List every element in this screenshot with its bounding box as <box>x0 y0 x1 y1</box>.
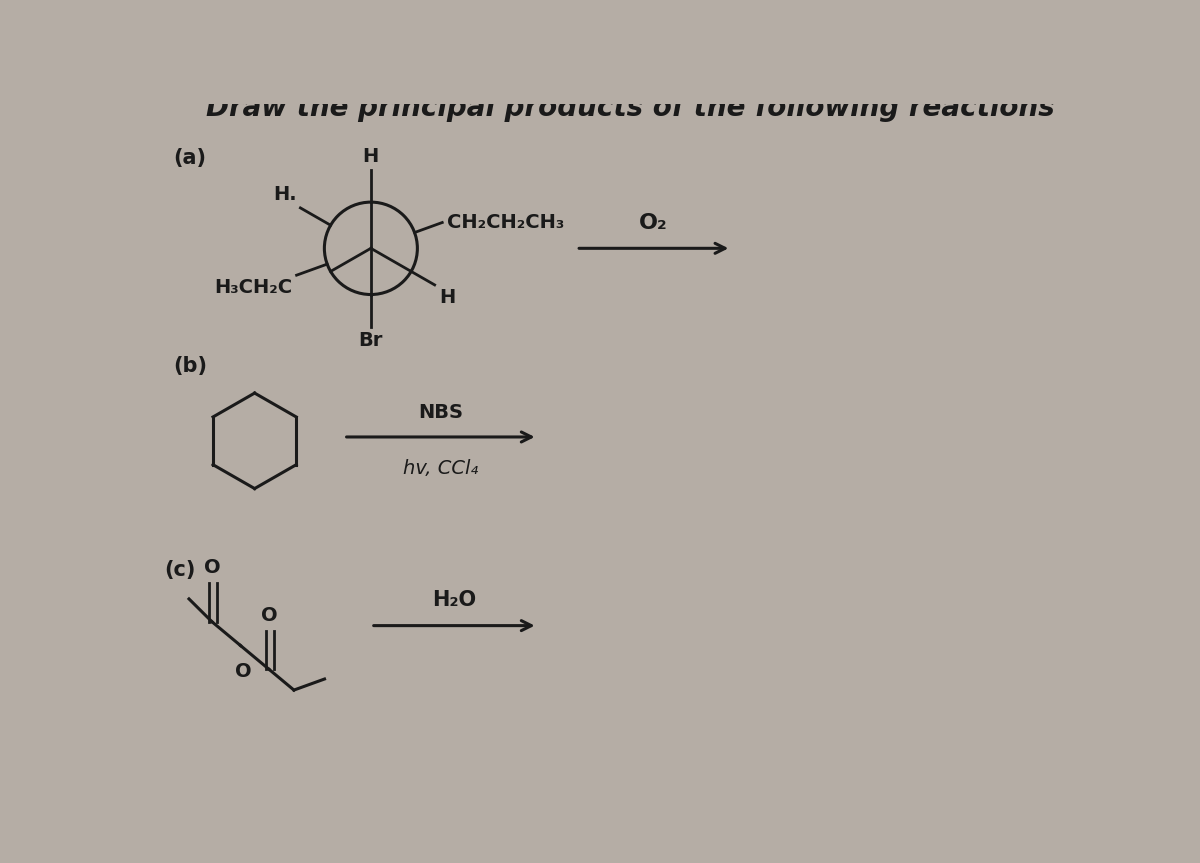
Text: CH₂CH₂CH₃: CH₂CH₂CH₃ <box>446 213 564 232</box>
Text: H.: H. <box>272 185 296 204</box>
Text: NBS: NBS <box>418 402 463 421</box>
Text: H₃CH₂C: H₃CH₂C <box>214 278 292 297</box>
Text: hv, CCl₄: hv, CCl₄ <box>403 458 479 477</box>
Text: O: O <box>204 558 221 577</box>
Text: O: O <box>260 606 277 625</box>
Text: O: O <box>234 663 251 682</box>
Text: O₂: O₂ <box>640 213 668 233</box>
Text: H₂O: H₂O <box>432 590 476 610</box>
Text: (a): (a) <box>173 148 206 168</box>
Text: (b): (b) <box>173 356 208 376</box>
Text: Draw the principal products of the following reactions: Draw the principal products of the follo… <box>206 94 1055 123</box>
Text: (c): (c) <box>164 560 196 580</box>
Text: H: H <box>439 288 456 307</box>
Text: Br: Br <box>359 331 383 350</box>
Text: H: H <box>362 147 379 166</box>
